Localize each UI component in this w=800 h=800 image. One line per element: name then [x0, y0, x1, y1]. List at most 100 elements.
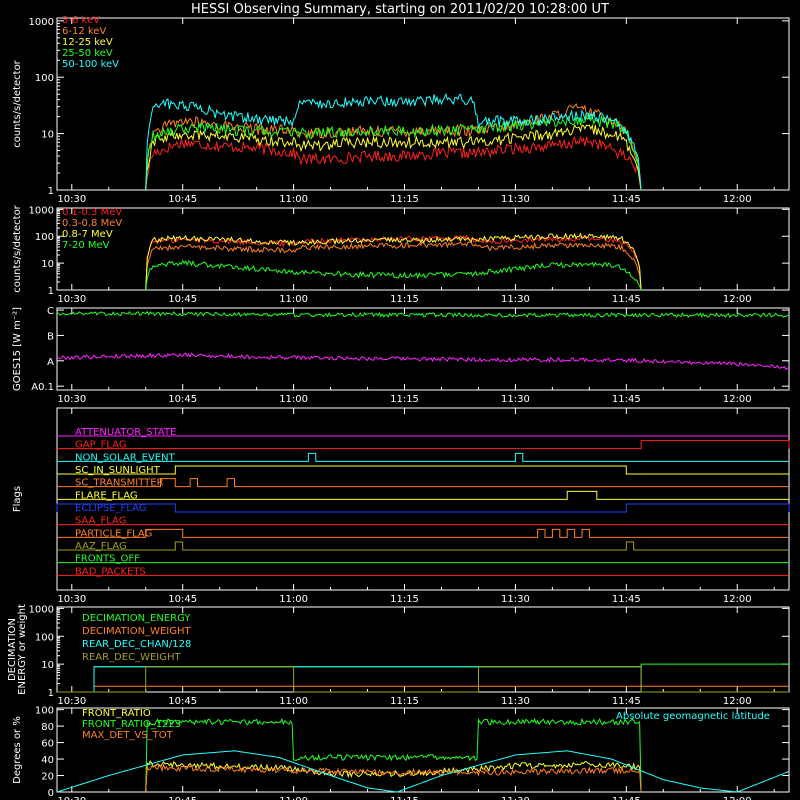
- x-tick-label: 11:15: [390, 594, 419, 605]
- legend-entry: DECIMATION_WEIGHT: [82, 626, 191, 637]
- panel-goes-frame: [56, 307, 790, 391]
- flag-label: SC_TRANSMITTER: [75, 478, 164, 489]
- legend-entry: REAR_DEC_CHAN/128: [82, 639, 191, 650]
- flag-label: GAP_FLAG: [75, 440, 127, 451]
- series-line: [57, 310, 789, 319]
- x-tick-label: 11:45: [612, 594, 641, 605]
- panel-high-energy-ylabel: counts/s/detector: [12, 204, 23, 292]
- x-tick-label: 11:00: [279, 394, 308, 405]
- legend-entry: REAR_DEC_WEIGHT: [82, 652, 181, 663]
- series-line: [145, 103, 642, 191]
- x-tick-label: 11:45: [612, 796, 641, 800]
- x-tick-label: 11:30: [501, 594, 530, 605]
- flag-label: ECLIPSE_FLAG: [75, 503, 146, 514]
- series-line: [145, 763, 642, 793]
- series-line: [145, 760, 642, 793]
- y-tick-label: 20: [41, 772, 54, 783]
- y-tick-label: 100: [35, 73, 54, 84]
- y-tick-label: 1: [48, 688, 54, 699]
- x-tick-label: 12:00: [723, 696, 752, 707]
- y-tick-label: 10: [41, 259, 54, 270]
- x-tick-label: 12:00: [723, 796, 752, 800]
- y-tick-label: 1: [48, 186, 54, 197]
- series-line: [145, 717, 642, 793]
- panel-high-energy-frame: [56, 207, 790, 291]
- y-tick-label: 100: [35, 632, 54, 643]
- x-tick-label: 11:30: [501, 394, 530, 405]
- y-tick-label: A0.1: [31, 382, 54, 393]
- flag-label: AAZ_FLAG: [75, 541, 127, 552]
- y-tick-label: 100: [35, 706, 54, 717]
- panel-decimation-ylabel: ENERGY or weight: [17, 604, 28, 695]
- series-line: [145, 234, 642, 291]
- flag-line: [57, 465, 789, 475]
- x-tick-label: 11:15: [390, 696, 419, 707]
- legend-entry: DECIMATION_ENERGY: [82, 613, 191, 624]
- series-line: [145, 232, 642, 291]
- panel-decimation: 10:30 10:45 11:00 11:15 11:30 11:45 12:00 DECIM…: [7, 604, 790, 707]
- x-tick-label: 11:30: [501, 796, 530, 800]
- flag-line: [57, 490, 789, 500]
- panel-low-energy: 10:30 10:45 11:00 11:15 11:30 11:45 12:00 count…: [12, 15, 790, 205]
- flag-label: SC_IN_SUNLIGHT: [75, 465, 161, 476]
- x-tick-label: 11:00: [279, 294, 308, 305]
- series-line: [145, 259, 642, 291]
- legend-entry: 6-12 keV: [62, 26, 106, 37]
- x-tick-label: 11:00: [279, 696, 308, 707]
- flag-line: [57, 440, 790, 450]
- series-line: [145, 92, 642, 191]
- legend-entry: 3-6 keV: [62, 15, 100, 26]
- legend-entry: 12-25 keV: [62, 37, 113, 48]
- series-line: [57, 352, 790, 371]
- flag-label: NON_SOLAR_EVENT: [75, 452, 176, 463]
- panel-decimation-ylabel: DECIMATION: [7, 618, 18, 681]
- y-tick-label: C: [47, 306, 54, 317]
- x-tick-label: 11:30: [501, 294, 530, 305]
- x-tick-label: 11:15: [390, 394, 419, 405]
- legend-entry: 0.3-0.8 MeV: [62, 218, 122, 229]
- panels: 10:30 10:45 11:00 11:15 11:30 11:45 12:00 count…: [7, 15, 790, 800]
- x-tick-label: 11:45: [612, 696, 641, 707]
- flag-label: FRONTS_OFF: [75, 554, 140, 565]
- x-tick-label: 10:30: [57, 394, 86, 405]
- x-tick-label: 11:00: [279, 796, 308, 800]
- x-tick-label: 11:45: [612, 194, 641, 205]
- x-tick-label: 11:45: [612, 394, 641, 405]
- y-tick-label: A: [47, 357, 54, 368]
- panel-ratios: 10:30 10:45 11:00 11:15 11:30 11:45 12:00 Degre…: [12, 706, 790, 800]
- x-tick-label: 12:00: [723, 294, 752, 305]
- y-tick-label: 100: [35, 232, 54, 243]
- y-tick-label: 1: [48, 286, 54, 297]
- x-tick-label: 12:00: [723, 194, 752, 205]
- panel-ratios-ylabel: Degrees or %: [12, 716, 23, 784]
- legend-entry: Absolute geomagnetic latitude: [616, 711, 770, 722]
- legend-entry: FRONT_RATIO_1223: [82, 719, 181, 730]
- x-tick-label: 10:30: [57, 194, 86, 205]
- panel-high-energy: 10:30 10:45 11:00 11:15 11:30 11:45 12:00 count…: [12, 204, 790, 305]
- x-tick-label: 10:45: [168, 594, 197, 605]
- x-tick-label: 10:45: [168, 194, 197, 205]
- flag-label: BAD_PACKETS: [75, 566, 146, 577]
- legend-entry: 0.1-0.3 MeV: [62, 207, 122, 218]
- flag-line: [57, 478, 789, 488]
- y-tick-label: 0: [48, 788, 54, 799]
- flag-label: FLARE_FLAG: [75, 490, 138, 501]
- y-tick-label: 10: [41, 130, 54, 141]
- legend-entry: 0.8-7 MeV: [62, 229, 113, 240]
- panel-goes-ylabel: GOES15 [W m⁻²]: [12, 307, 23, 391]
- x-tick-label: 10:45: [168, 796, 197, 800]
- y-tick-label: 1000: [29, 604, 54, 615]
- series-line: [145, 135, 642, 191]
- series-line: [145, 113, 642, 191]
- panel-flags-ylabel: Flags: [12, 486, 23, 512]
- flag-label: ATTENUATOR_STATE: [75, 427, 176, 438]
- x-tick-label: 11:00: [279, 194, 308, 205]
- series-line: [57, 666, 789, 693]
- legend-entry: 7-20 MeV: [62, 240, 110, 251]
- x-tick-label: 10:45: [168, 294, 197, 305]
- flag-label: SAA_FLAG: [75, 516, 126, 527]
- flag-line: [57, 541, 789, 551]
- x-tick-label: 10:30: [57, 294, 86, 305]
- legend-entry: 25-50 keV: [62, 48, 113, 59]
- y-tick-label: B: [47, 331, 54, 342]
